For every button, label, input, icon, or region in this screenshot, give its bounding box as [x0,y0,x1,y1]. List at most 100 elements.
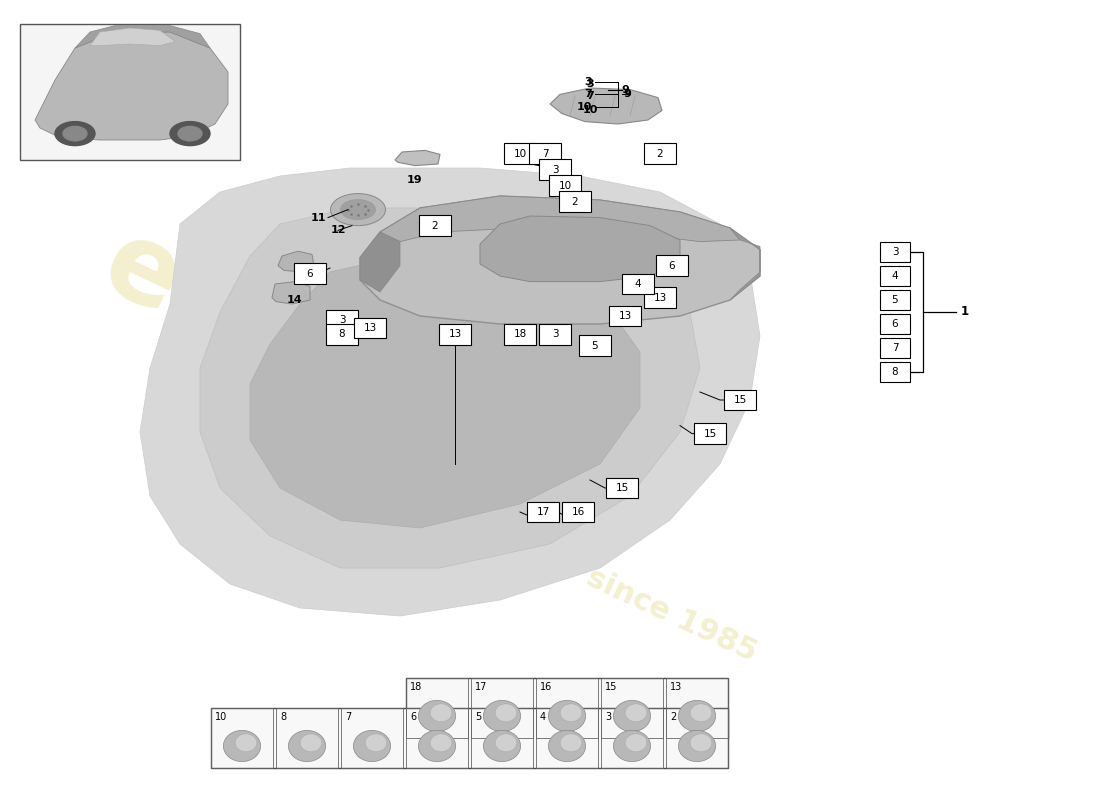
Text: 6: 6 [410,712,416,722]
Text: 17: 17 [475,682,487,692]
Text: 8: 8 [892,367,899,377]
Text: 19: 19 [407,175,422,185]
FancyBboxPatch shape [562,502,594,522]
Polygon shape [360,232,400,292]
Text: 16: 16 [571,507,584,517]
Ellipse shape [614,701,650,731]
FancyBboxPatch shape [606,478,638,498]
Polygon shape [360,196,760,324]
FancyBboxPatch shape [294,263,326,284]
Text: 4: 4 [635,279,641,289]
Bar [666,678,728,738]
FancyBboxPatch shape [656,255,688,276]
Bar [406,678,468,738]
Text: 13: 13 [449,330,462,339]
Text: 13: 13 [618,311,631,321]
FancyBboxPatch shape [880,266,910,286]
Ellipse shape [430,734,452,752]
Polygon shape [278,251,314,272]
FancyBboxPatch shape [724,390,756,410]
Ellipse shape [300,734,322,752]
Text: 5: 5 [892,295,899,305]
FancyBboxPatch shape [621,274,654,294]
Text: 14: 14 [287,295,303,305]
FancyBboxPatch shape [549,175,581,196]
Ellipse shape [625,704,647,722]
FancyBboxPatch shape [644,287,676,308]
FancyBboxPatch shape [880,314,910,334]
FancyBboxPatch shape [880,242,910,262]
FancyBboxPatch shape [559,191,591,212]
Ellipse shape [690,734,712,752]
Text: 10: 10 [576,102,592,112]
Ellipse shape [288,730,326,762]
Text: 11: 11 [310,213,326,222]
Text: 2: 2 [670,712,676,722]
Text: euroParts: euroParts [87,210,673,558]
Polygon shape [35,32,228,140]
Text: 17: 17 [537,507,550,517]
Text: 6: 6 [669,261,675,270]
FancyBboxPatch shape [529,143,561,164]
FancyBboxPatch shape [504,143,536,164]
Bar [276,708,338,768]
FancyBboxPatch shape [504,324,536,345]
Ellipse shape [625,734,647,752]
Polygon shape [379,196,740,242]
Ellipse shape [560,734,582,752]
Text: 7: 7 [892,343,899,353]
Ellipse shape [170,122,210,146]
Polygon shape [250,256,640,528]
Text: 6: 6 [307,269,314,278]
Text: 8: 8 [339,330,345,339]
FancyBboxPatch shape [354,318,386,338]
Ellipse shape [483,701,520,731]
Text: 3: 3 [584,78,592,87]
FancyBboxPatch shape [419,215,451,236]
Ellipse shape [495,734,517,752]
Ellipse shape [330,194,385,226]
Text: 6: 6 [892,319,899,329]
FancyBboxPatch shape [539,324,571,345]
Text: 3: 3 [586,79,594,89]
Text: 10: 10 [582,106,597,115]
Text: 7: 7 [584,90,592,99]
Polygon shape [140,168,760,616]
Text: 3: 3 [892,247,899,257]
Text: 8: 8 [280,712,286,722]
Bar [471,708,534,768]
Text: 3: 3 [605,712,612,722]
Ellipse shape [690,704,712,722]
Ellipse shape [495,704,517,722]
Polygon shape [90,28,175,46]
Polygon shape [730,228,760,300]
Ellipse shape [223,730,261,762]
Text: 2: 2 [572,197,579,206]
Text: 7: 7 [541,149,548,158]
Polygon shape [480,216,680,282]
Text: 10: 10 [514,149,527,158]
Ellipse shape [418,730,455,762]
Text: 13: 13 [670,682,682,692]
Text: 1: 1 [961,306,969,318]
Text: 13: 13 [653,293,667,302]
Ellipse shape [55,122,95,146]
Text: 18: 18 [410,682,422,692]
Text: 7: 7 [586,91,594,101]
Text: 2: 2 [657,149,663,158]
FancyBboxPatch shape [880,290,910,310]
Ellipse shape [341,200,375,219]
Text: 18: 18 [514,330,527,339]
Ellipse shape [418,701,455,731]
Text: 10: 10 [214,712,228,722]
Ellipse shape [679,701,716,731]
Text: 7: 7 [345,712,351,722]
Bar [406,708,468,768]
Ellipse shape [430,704,452,722]
Bar [601,678,663,738]
Ellipse shape [483,730,520,762]
Ellipse shape [365,734,387,752]
Bar [471,678,534,738]
Bar [536,678,598,738]
Ellipse shape [63,126,87,141]
